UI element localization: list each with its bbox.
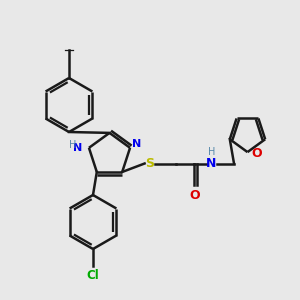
Text: O: O (252, 147, 262, 160)
Text: Cl: Cl (87, 269, 99, 282)
Text: N: N (73, 143, 83, 153)
Text: H: H (69, 140, 76, 150)
Text: N: N (132, 139, 142, 149)
Text: S: S (146, 157, 154, 170)
Text: O: O (190, 189, 200, 202)
Text: N: N (206, 157, 217, 170)
Text: H: H (208, 147, 215, 157)
